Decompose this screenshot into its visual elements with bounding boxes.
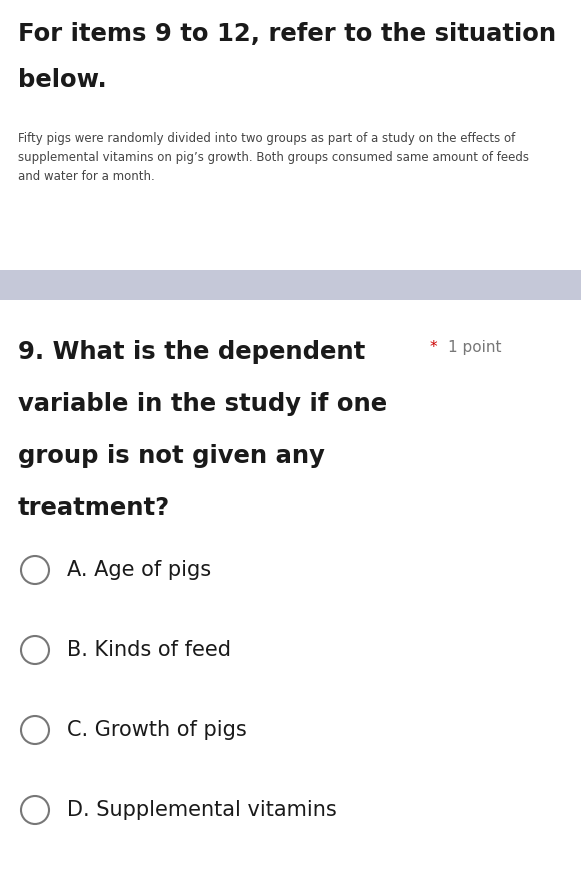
- Text: variable in the study if one: variable in the study if one: [18, 392, 387, 416]
- Text: D. Supplemental vitamins: D. Supplemental vitamins: [67, 800, 337, 820]
- Text: *: *: [430, 340, 437, 355]
- Text: Fifty pigs were randomly divided into two groups as part of a study on the effec: Fifty pigs were randomly divided into tw…: [18, 132, 529, 183]
- Circle shape: [21, 796, 49, 824]
- Text: B. Kinds of feed: B. Kinds of feed: [67, 640, 231, 660]
- Circle shape: [21, 556, 49, 584]
- Text: For items 9 to 12, refer to the situation: For items 9 to 12, refer to the situatio…: [18, 22, 556, 46]
- Circle shape: [21, 716, 49, 744]
- Text: group is not given any: group is not given any: [18, 444, 325, 468]
- Bar: [0, 270, 581, 300]
- Text: 9. What is the dependent: 9. What is the dependent: [18, 340, 365, 364]
- Text: C. Growth of pigs: C. Growth of pigs: [67, 720, 247, 740]
- Circle shape: [21, 636, 49, 664]
- Text: treatment?: treatment?: [18, 496, 170, 520]
- Text: below.: below.: [18, 68, 107, 92]
- Text: A. Age of pigs: A. Age of pigs: [67, 560, 211, 580]
- Text: 1 point: 1 point: [448, 340, 501, 355]
